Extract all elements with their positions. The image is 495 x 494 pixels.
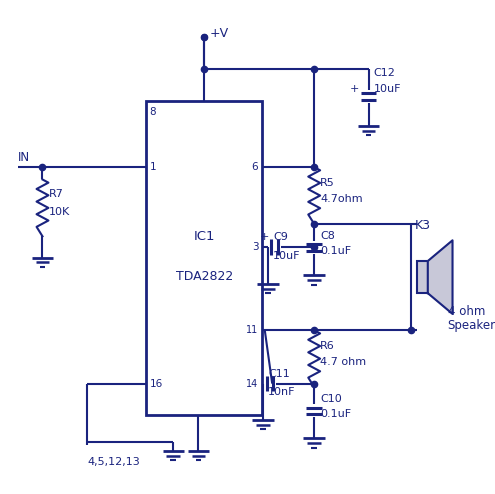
Text: R6: R6 (320, 341, 335, 351)
Text: 4.7ohm: 4.7ohm (320, 194, 363, 204)
Text: 16: 16 (149, 378, 163, 389)
Text: C8: C8 (320, 231, 335, 241)
Polygon shape (428, 240, 452, 314)
Text: 10uF: 10uF (273, 251, 300, 261)
Text: 3: 3 (252, 242, 258, 252)
Text: +: + (260, 232, 269, 242)
Text: 10K: 10K (49, 206, 70, 216)
Text: +V: +V (209, 27, 228, 40)
Text: TDA2822: TDA2822 (176, 270, 233, 284)
Text: 4,5,12,13: 4,5,12,13 (87, 457, 140, 467)
Text: 10uF: 10uF (373, 84, 401, 94)
Text: 4 ohm: 4 ohm (447, 305, 485, 318)
Text: 14: 14 (246, 378, 258, 389)
Text: R7: R7 (49, 189, 63, 199)
Text: +: + (350, 84, 359, 94)
Text: C11: C11 (268, 369, 290, 379)
Text: 4.7 ohm: 4.7 ohm (320, 357, 366, 368)
Text: IC1: IC1 (194, 230, 215, 243)
Text: C12: C12 (373, 68, 396, 78)
FancyBboxPatch shape (146, 101, 262, 415)
Text: 8: 8 (149, 107, 156, 117)
Text: K3: K3 (415, 219, 431, 232)
Text: Speaker: Speaker (447, 319, 495, 332)
Text: 10nF: 10nF (268, 387, 296, 398)
Text: IN: IN (18, 151, 30, 164)
Text: 1: 1 (149, 162, 156, 172)
Text: 6: 6 (252, 162, 258, 172)
Text: R5: R5 (320, 178, 335, 188)
Text: 0.1uF: 0.1uF (320, 409, 351, 419)
Bar (417, 261, 428, 293)
Text: C9: C9 (273, 232, 288, 242)
Text: 11: 11 (246, 325, 258, 335)
Text: 0.1uF: 0.1uF (320, 246, 351, 256)
Text: C10: C10 (320, 394, 342, 405)
